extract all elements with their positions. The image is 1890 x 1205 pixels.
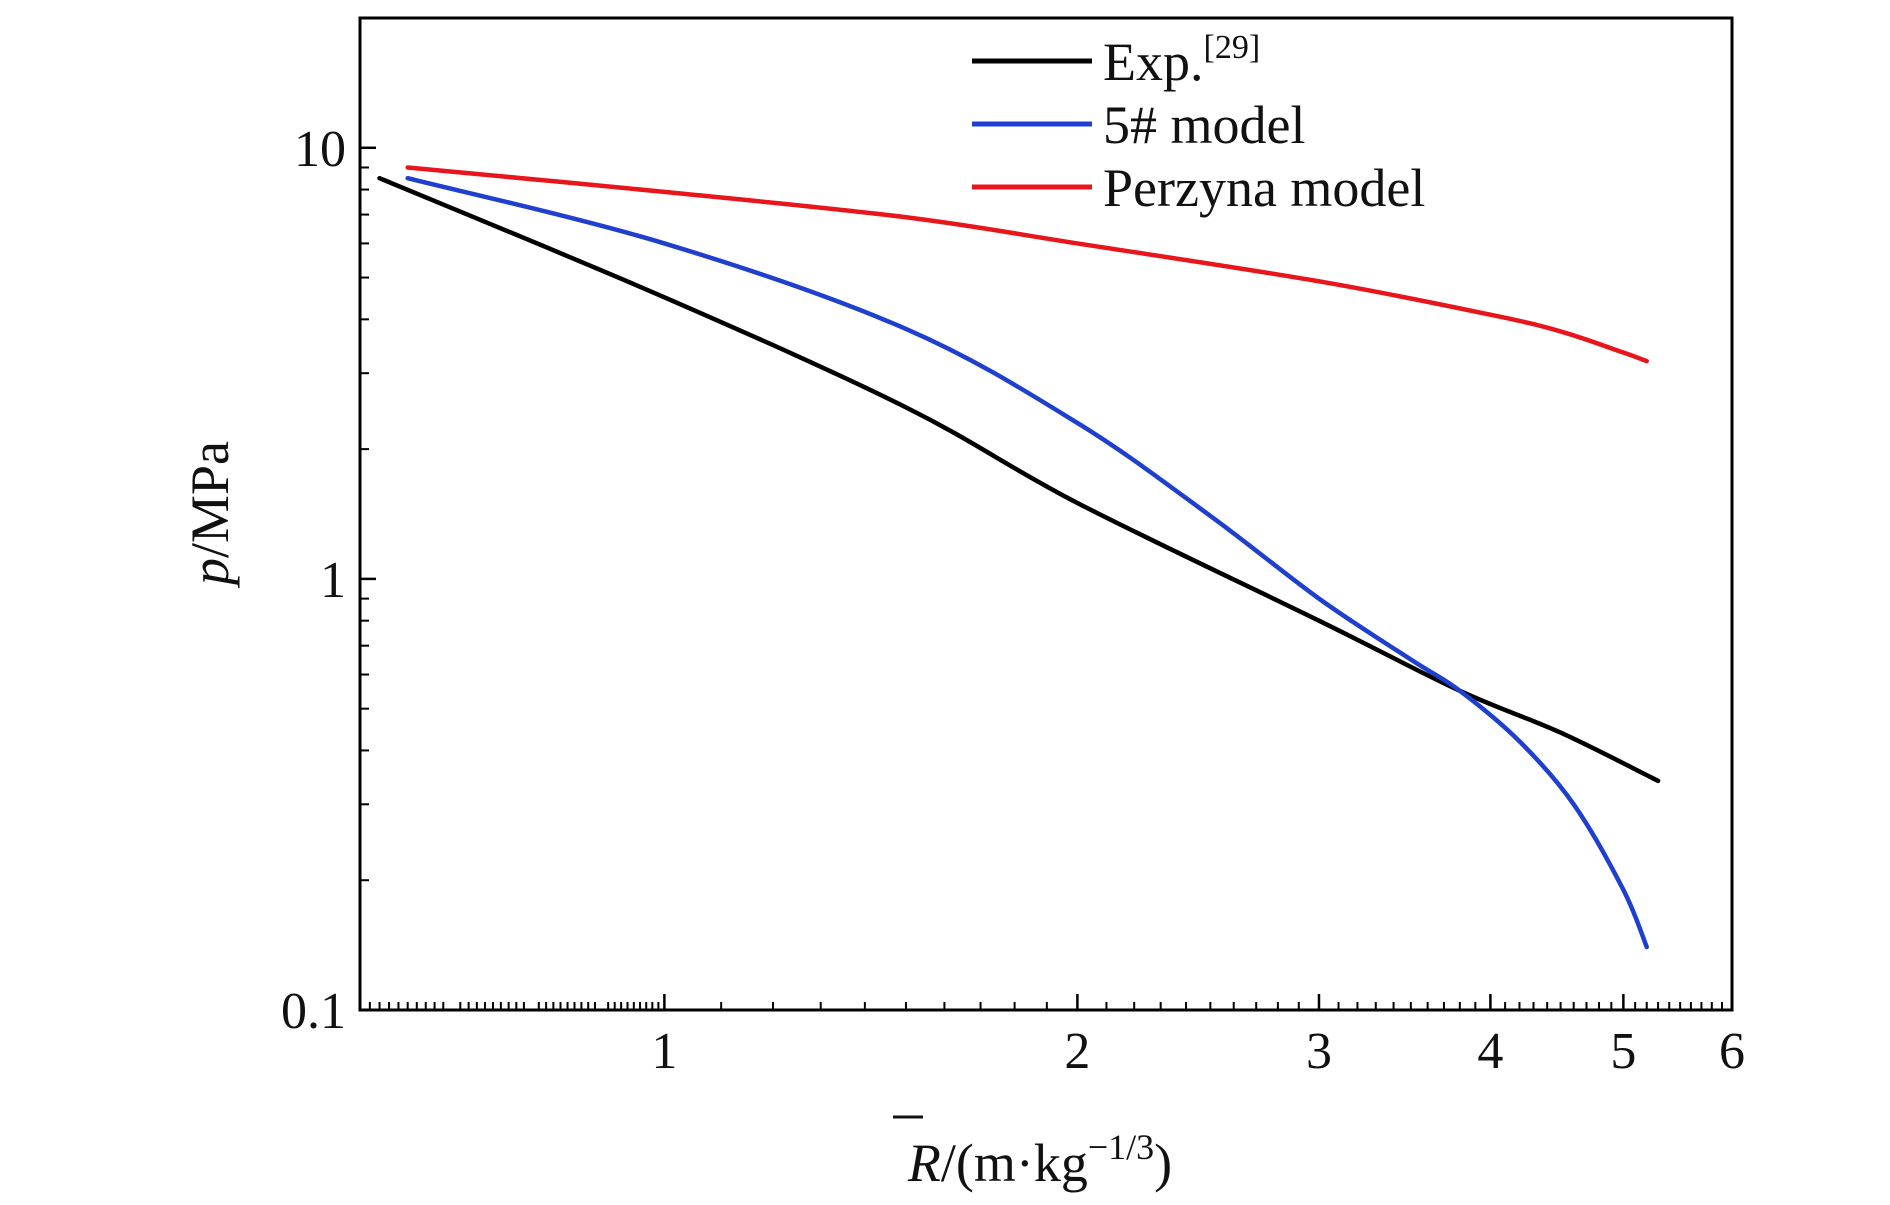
x-axis-title-close: ) <box>1154 1133 1172 1193</box>
legend-item-perzyna-model: Perzyna model <box>972 158 1425 218</box>
y-axis-symbol: p <box>180 558 240 589</box>
plot-frame <box>358 16 1734 1012</box>
series-line-exp <box>377 175 1661 784</box>
x-axis-title: R/(m·kg−1/3) <box>893 1115 1172 1193</box>
x-axis-ticks <box>368 994 1734 1010</box>
y-axis-ticks <box>360 146 376 1012</box>
legend-label-perzyna-model: Perzyna model <box>1103 158 1425 218</box>
x-axis-title-exponent: −1/3 <box>1088 1127 1154 1167</box>
legend-label-5-model: 5# model <box>1103 95 1305 155</box>
svg-text:Exp.[29]: Exp.[29] <box>1103 29 1260 92</box>
legend: Exp.[29] 5# model Perzyna model <box>972 29 1425 218</box>
x-tick-label: 1 <box>651 1023 677 1080</box>
y-tick-label: 0.1 <box>281 983 346 1040</box>
plot-area <box>358 16 1734 1012</box>
x-axis-tick-labels: 1 2 3 4 5 6 <box>651 1023 1745 1080</box>
series-line-perzyna-model <box>405 165 1649 364</box>
legend-ref-exp: [29] <box>1204 29 1261 66</box>
series-layer <box>377 165 1661 950</box>
y-tick-label: 10 <box>294 121 346 178</box>
x-tick-label: 5 <box>1610 1023 1636 1080</box>
svg-text:R/(m·kg−1/3): R/(m·kg−1/3) <box>907 1127 1172 1193</box>
x-tick-label: 4 <box>1477 1023 1503 1080</box>
x-tick-label: 3 <box>1306 1023 1332 1080</box>
svg-text:p/MPa: p/MPa <box>180 441 240 589</box>
y-axis-title-main: /MPa <box>180 441 240 558</box>
x-axis-title-main: /(m·kg <box>941 1133 1088 1193</box>
y-tick-label: 1 <box>320 552 346 609</box>
legend-label-exp: Exp. <box>1103 32 1204 92</box>
x-tick-label: 2 <box>1064 1023 1090 1080</box>
y-axis-title: p/MPa <box>180 441 240 589</box>
y-axis-tick-labels: 0.1 1 10 <box>281 121 346 1040</box>
legend-item-exp: Exp.[29] <box>972 29 1260 92</box>
legend-item-5-model: 5# model <box>972 95 1305 155</box>
x-axis-symbol: R <box>907 1133 941 1193</box>
series-line-5-model <box>405 175 1649 950</box>
x-tick-label: 6 <box>1719 1023 1745 1080</box>
